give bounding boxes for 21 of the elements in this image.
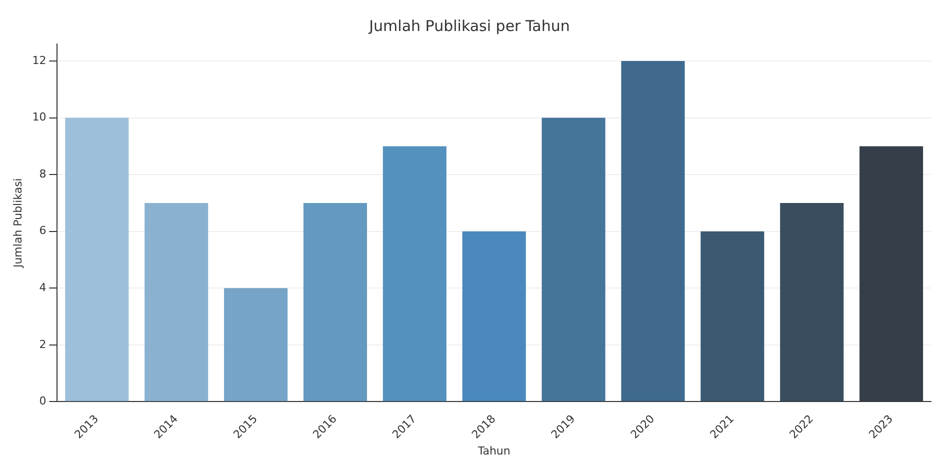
x-axis-title: Tahun (476, 444, 510, 458)
bar (462, 231, 526, 402)
y-tick-label: 0 (39, 394, 46, 408)
bar (144, 202, 208, 402)
bar (621, 61, 685, 402)
y-tick-label: 6 (39, 224, 46, 238)
bar (303, 202, 367, 402)
bar (65, 118, 129, 402)
bar (780, 202, 844, 402)
y-tick-label: 2 (39, 338, 46, 351)
bar (700, 231, 764, 402)
y-tick-label: 8 (39, 167, 46, 180)
bar (860, 146, 924, 402)
bar (224, 288, 288, 402)
y-axis-title: Jumlah Publikasi (11, 178, 24, 269)
y-tick-label: 12 (32, 54, 46, 67)
bar (542, 118, 606, 402)
bar (382, 146, 446, 402)
chart-title: Jumlah Publikasi per Tahun (368, 16, 570, 35)
y-tick-label: 4 (39, 280, 46, 294)
y-tick-label: 10 (32, 110, 46, 124)
